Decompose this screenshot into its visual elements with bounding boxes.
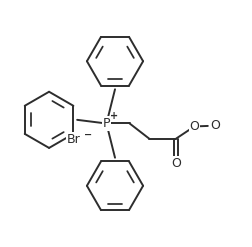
Text: Br: Br [67, 133, 80, 146]
Text: +: + [110, 111, 118, 121]
Text: −: − [84, 130, 92, 140]
Text: P: P [103, 117, 110, 130]
Text: O: O [171, 157, 181, 169]
Text: O: O [210, 119, 220, 132]
Text: O: O [190, 120, 199, 133]
